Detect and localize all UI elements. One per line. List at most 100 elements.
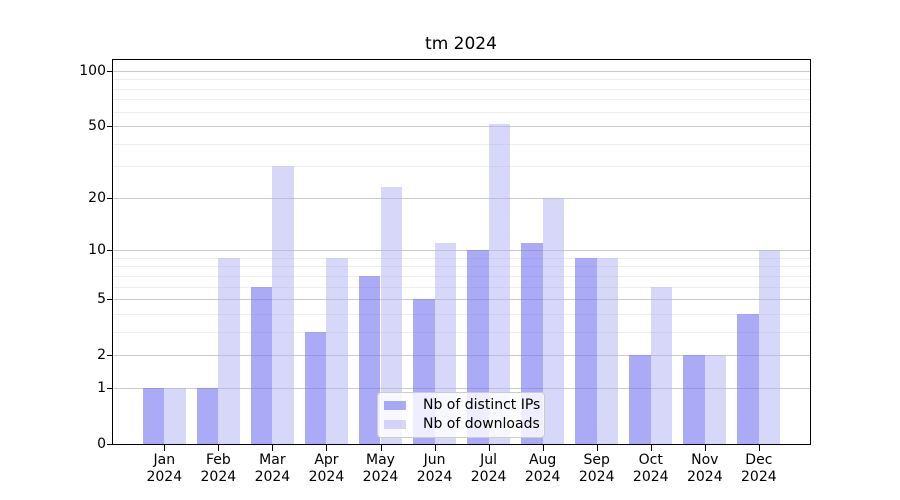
y-tick-mark [107,250,112,252]
x-tick-label-month: Aug [528,452,557,468]
x-tick-label-year: 2024 [254,469,291,485]
x-tick-mark [488,445,490,451]
y-tick-label: 5 [97,291,106,308]
gridline-major [112,70,810,72]
gridline-major [112,250,810,252]
y-tick-label: 1 [97,379,106,396]
gridline-minor [112,99,810,101]
x-tick-label: Feb 2024 [186,452,250,486]
bar-downloads [218,257,240,444]
legend-label: Nb of distinct IPs [423,397,541,413]
bar-distinct-ips [575,257,597,444]
gridline-minor [112,286,810,288]
legend-swatch-icon [384,401,406,410]
legend: Nb of distinct IPs Nb of downloads [377,392,545,438]
x-tick-label: Aug 2024 [511,452,575,486]
x-tick-label: Nov 2024 [673,452,737,486]
x-tick-label: Apr 2024 [294,452,358,486]
x-tick-label-month: Dec [745,452,773,468]
x-tick-mark [596,445,598,451]
x-tick-label-month: Jun [423,452,446,468]
chart-title: tm 2024 [425,34,497,54]
x-tick-label-year: 2024 [741,469,777,485]
y-tick-label: 0 [97,436,106,452]
x-tick-label-month: Mar [259,452,286,468]
bar-distinct-ips [196,387,219,444]
x-tick-label-year: 2024 [470,469,507,485]
y-tick-label: 100 [79,62,106,79]
gridline-minor [112,257,810,259]
bar-downloads [380,187,403,444]
gridline-minor [112,79,810,81]
x-tick-label: Jun 2024 [403,452,467,486]
bar-downloads [758,250,781,444]
gridline-minor [112,331,810,333]
x-tick-mark [542,445,544,451]
x-tick-label-year: 2024 [686,469,723,485]
gridline-major [112,197,810,199]
bar-downloads [704,355,727,444]
bar-distinct-ips [629,355,651,444]
bar-downloads [326,257,349,444]
x-tick-label: Sep 2024 [565,452,629,486]
spine-left [112,59,113,445]
x-tick-mark [272,445,274,451]
bar-distinct-ips [304,331,327,444]
y-tick-mark [107,299,112,301]
x-tick-label-month: Feb [205,452,231,468]
x-tick-label-year: 2024 [308,469,345,485]
y-tick-mark [107,387,112,389]
gridline-minor [112,266,810,268]
x-tick-label-year: 2024 [362,469,399,485]
x-tick-label-month: May [366,452,395,468]
x-tick-label: Oct 2024 [619,452,683,486]
bar-downloads [488,124,511,444]
gridline-minor [112,88,810,90]
bar-distinct-ips [142,387,165,444]
x-tick-label: Jul 2024 [457,452,521,486]
spine-right [810,59,811,445]
gridline-minor [112,143,810,145]
y-tick-mark [107,444,112,445]
x-tick-mark [704,445,706,451]
bar-downloads [272,166,294,444]
bar-downloads [596,257,619,444]
x-tick-label: Dec 2024 [727,452,791,486]
gridline-minor [112,313,810,315]
x-tick-mark [434,445,436,451]
x-tick-label-month: Jul [480,452,498,468]
x-tick-label-month: Nov [691,452,719,468]
x-tick-mark [380,445,382,451]
bar-downloads [650,286,673,444]
x-tick-label-year: 2024 [524,469,561,485]
gridline-minor [112,166,810,168]
x-tick-label-month: Jan [153,452,176,468]
x-tick-mark [164,445,166,451]
x-tick-label-year: 2024 [146,469,183,485]
x-tick-mark [326,445,328,451]
legend-entry: Nb of downloads [384,415,540,434]
legend-entry: Nb of distinct IPs [384,396,540,415]
x-tick-label-year: 2024 [632,469,669,485]
x-tick-mark [758,445,760,451]
legend-swatch-icon [384,420,406,429]
gridline-minor [112,111,810,113]
bar-distinct-ips [250,286,273,444]
bar-distinct-ips [683,355,705,444]
bar-downloads [542,197,565,444]
bar-distinct-ips [737,313,759,444]
y-tick-label: 2 [97,347,106,364]
y-tick-label: 50 [88,118,106,135]
x-tick-mark [218,445,220,451]
x-tick-label-year: 2024 [416,469,453,485]
x-tick-label-month: Sep [583,452,610,468]
gridline-major [112,355,810,357]
y-tick-mark [107,70,112,72]
legend-label: Nb of downloads [423,416,540,432]
plot-area [112,59,810,444]
gridline-major [112,299,810,301]
y-tick-label: 10 [88,242,106,259]
gridline-minor [112,275,810,277]
y-tick-mark [107,355,112,357]
